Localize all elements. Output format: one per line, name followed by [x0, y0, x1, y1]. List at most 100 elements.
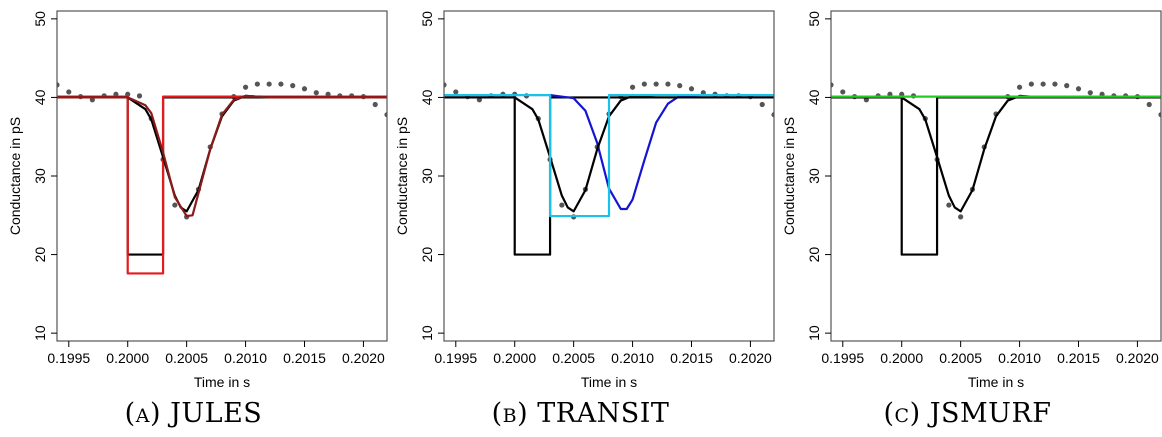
series-step-0: [831, 96, 1161, 256]
x-tick-label: 0.2005: [939, 350, 982, 366]
x-tick-label: 0.2000: [880, 350, 923, 366]
series-step-0: [57, 96, 387, 256]
data-point: [1064, 83, 1070, 89]
series-curve-3: [57, 94, 387, 218]
caption-c-name: JSMURF: [929, 398, 1052, 429]
caption-b-letter: (b): [491, 398, 529, 429]
x-tick-label: 0.1995: [47, 350, 90, 366]
x-tick-label: 0.2015: [670, 350, 713, 366]
data-point: [290, 83, 296, 89]
x-tick-label: 0.2000: [493, 350, 536, 366]
data-point: [840, 89, 846, 95]
y-tick-label: 10: [32, 325, 48, 341]
y-tick-label: 30: [419, 168, 435, 184]
data-point: [278, 81, 284, 87]
data-point: [653, 81, 659, 87]
panel-jules-chart: 0.1995 0.2000 0.2005 0.2010 0.2015 0.2020 10 20…: [7, 10, 388, 390]
data-point: [559, 202, 565, 208]
caption-a: (a) JULES: [0, 398, 387, 429]
data-point: [66, 89, 72, 95]
data-point: [1040, 81, 1046, 87]
series-step-3: [444, 93, 774, 218]
data-point: [946, 202, 952, 208]
data-point: [301, 86, 308, 92]
data-point: [1146, 101, 1152, 108]
y-tick-label: 30: [806, 168, 822, 184]
series-curve-2: [444, 94, 774, 213]
y-tick-label: 10: [419, 325, 435, 341]
plot-frame: [56, 10, 388, 342]
data-point: [1016, 84, 1023, 90]
x-tick-label: 0.2005: [165, 350, 208, 366]
data-point: [1028, 81, 1034, 87]
data-point: [1158, 112, 1161, 118]
data-point: [677, 83, 683, 89]
caption-a-name: JULES: [170, 398, 263, 429]
panel-transit-chart: 0.1995 0.2000 0.2005 0.2010 0.2015 0.2020 10 20…: [394, 10, 775, 390]
x-tick-label: 0.1995: [821, 350, 864, 366]
data-point: [266, 81, 272, 87]
caption-a-letter: (a): [124, 398, 161, 429]
y-tick-label: 40: [419, 89, 435, 105]
caption-c-letter: (c): [883, 398, 921, 429]
y-tick-label: 20: [806, 247, 822, 263]
y-tick-label: 50: [419, 11, 435, 27]
data-point: [831, 82, 834, 88]
x-tick-label: 0.2000: [106, 350, 149, 366]
series-step-1: [57, 95, 387, 275]
x-tick-label: 0.2020: [729, 350, 772, 366]
caption-c: (c) JSMURF: [774, 398, 1161, 429]
data-point: [1075, 86, 1082, 92]
data-point: [1052, 81, 1058, 87]
y-tick-label: 20: [32, 247, 48, 263]
data-point: [242, 84, 249, 90]
data-point: [665, 81, 671, 87]
y-tick-label: 40: [32, 89, 48, 105]
plot-area: [444, 81, 774, 256]
x-tick-label: 0.2010: [611, 350, 654, 366]
plot-area: [57, 81, 387, 275]
y-axis-label: Conductance in pS: [394, 117, 410, 235]
x-tick-label: 0.2020: [342, 350, 385, 366]
caption-b-name: TRANSIT: [537, 398, 670, 429]
data-point: [629, 84, 636, 90]
data-point: [1087, 90, 1093, 96]
data-point: [384, 112, 387, 118]
data-point: [958, 214, 964, 220]
plot-area: [831, 81, 1161, 256]
x-tick-label: 0.2005: [552, 350, 595, 366]
x-axis-label: Time in s: [194, 374, 250, 390]
data-point: [313, 90, 319, 96]
data-point: [136, 93, 143, 99]
data-point: [172, 202, 178, 208]
data-point: [453, 89, 459, 95]
data-point: [771, 112, 774, 118]
data-point: [57, 82, 60, 88]
x-tick-label: 0.2015: [1057, 350, 1100, 366]
x-tick-label: 0.2010: [224, 350, 267, 366]
x-tick-label: 0.2010: [998, 350, 1041, 366]
x-tick-label: 0.1995: [434, 350, 477, 366]
y-tick-label: 30: [32, 168, 48, 184]
x-tick-label: 0.2020: [1116, 350, 1159, 366]
y-tick-label: 10: [806, 325, 822, 341]
y-tick-label: 40: [806, 89, 822, 105]
y-axis-label: Conductance in pS: [7, 117, 23, 235]
data-point: [759, 101, 765, 108]
data-point: [372, 101, 378, 108]
data-point: [641, 81, 647, 87]
y-tick-label: 50: [32, 11, 48, 27]
y-tick-label: 20: [419, 247, 435, 263]
plot-frame: [830, 10, 1162, 342]
y-tick-label: 50: [806, 11, 822, 27]
y-axis-label: Conductance in pS: [781, 117, 797, 235]
data-point: [444, 82, 447, 88]
x-axis-label: Time in s: [581, 374, 637, 390]
data-point: [688, 86, 695, 92]
x-tick-label: 0.2015: [283, 350, 326, 366]
x-axis-label: Time in s: [968, 374, 1024, 390]
panel-jsmurf-chart: 0.1995 0.2000 0.2005 0.2010 0.2015 0.2020 10 20…: [781, 10, 1162, 390]
caption-b: (b) TRANSIT: [387, 398, 774, 429]
data-point: [254, 81, 260, 87]
